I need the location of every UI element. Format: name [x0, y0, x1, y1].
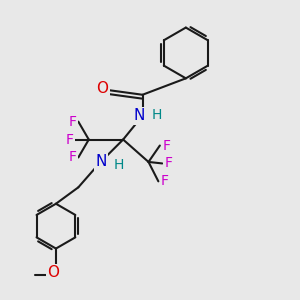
- Text: N: N: [134, 108, 145, 123]
- Text: F: F: [161, 174, 169, 188]
- Text: F: F: [68, 151, 76, 164]
- Text: H: H: [113, 158, 124, 172]
- Text: F: F: [162, 139, 170, 152]
- Text: F: F: [65, 133, 74, 146]
- Text: H: H: [152, 108, 162, 122]
- Text: F: F: [68, 115, 76, 129]
- Text: F: F: [165, 156, 173, 170]
- Text: O: O: [47, 265, 59, 280]
- Text: N: N: [96, 154, 107, 169]
- Text: O: O: [96, 81, 108, 96]
